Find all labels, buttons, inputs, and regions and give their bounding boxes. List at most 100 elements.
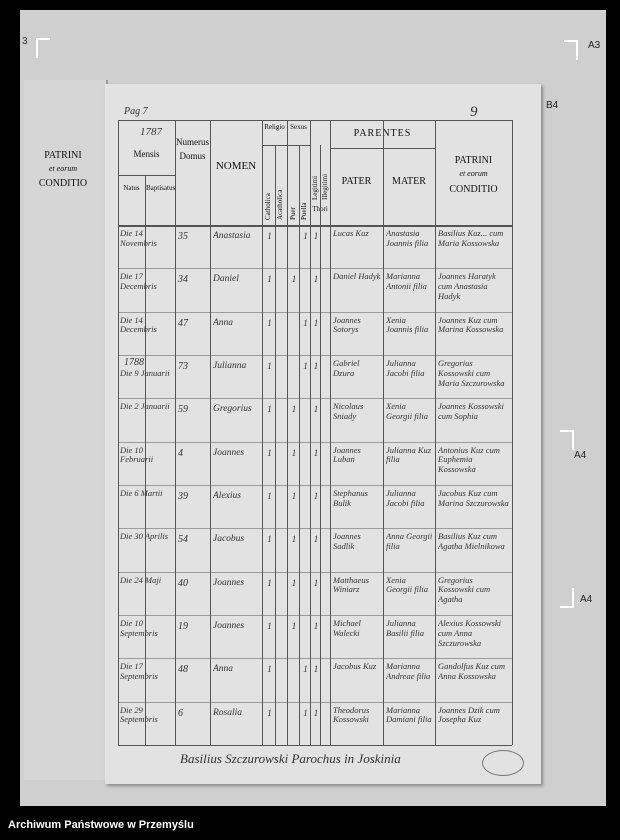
stamp bbox=[482, 750, 524, 776]
grid-line bbox=[383, 120, 384, 745]
register-mark: 1 bbox=[303, 707, 308, 718]
header-sexus: Sexus bbox=[290, 123, 307, 131]
marker: A3 bbox=[588, 40, 601, 51]
birth-date: Die 14 Decembris bbox=[120, 315, 157, 335]
register-mark: 1 bbox=[267, 707, 272, 718]
father: Theodorus Kossowski bbox=[333, 705, 370, 725]
grid-line bbox=[145, 175, 146, 745]
header-mensis: Mensis bbox=[133, 149, 160, 159]
grid-line bbox=[299, 145, 300, 745]
corner-mark bbox=[560, 588, 574, 608]
child-name: Alexius bbox=[213, 491, 241, 501]
child-name: Rosalia bbox=[213, 707, 243, 718]
grid-line bbox=[512, 120, 513, 745]
marker: 3 bbox=[22, 36, 28, 47]
godparents: Joannes Kossowski cum Sophia bbox=[438, 402, 504, 422]
house-number: 48 bbox=[178, 664, 188, 676]
house-number: 35 bbox=[178, 231, 188, 242]
father: Gabriel Dzura bbox=[333, 359, 360, 378]
register-mark: 1 bbox=[291, 534, 297, 545]
mother: Julianna Jacobi filia bbox=[386, 359, 425, 378]
father: Joannes Sotorys bbox=[333, 315, 361, 335]
grid-line bbox=[310, 120, 311, 745]
marker: A4 bbox=[574, 450, 587, 461]
birth-date: Die 10 Februarii bbox=[120, 445, 154, 465]
birth-date: Die 2 Januarii bbox=[120, 402, 170, 412]
house-number: 47 bbox=[178, 317, 188, 329]
header-conditio: CONDITIO bbox=[449, 184, 498, 195]
header-patrini-sub: et eorum bbox=[459, 169, 488, 178]
register-mark: 1 bbox=[267, 577, 272, 588]
birth-date: Die 30 Aprilis bbox=[120, 532, 169, 542]
house-number: 73 bbox=[178, 361, 188, 372]
child-name: Gregorius bbox=[213, 404, 252, 415]
grid-line bbox=[262, 120, 263, 745]
mother: Xenia Georgii filia bbox=[386, 402, 428, 422]
register-mark: 1 bbox=[313, 707, 319, 718]
left-conditio: CONDITIO bbox=[38, 178, 88, 189]
page-number: 9 bbox=[470, 104, 478, 120]
child-name: Anastasia bbox=[213, 231, 251, 241]
grid-line bbox=[118, 528, 512, 530]
register-mark: 1 bbox=[291, 621, 297, 631]
grid-line bbox=[118, 615, 512, 616]
signature: Basilius Szczurowski Parochus in Joskini… bbox=[180, 752, 401, 766]
godparents: Joannes Kuz cum Marina Kossowska bbox=[438, 315, 504, 335]
house-number: 4 bbox=[178, 447, 183, 459]
register-mark: 1 bbox=[267, 664, 272, 675]
grid-line bbox=[287, 120, 288, 745]
child-name: Jacobus bbox=[213, 534, 245, 545]
header-mater: MATER bbox=[392, 176, 426, 187]
header-nomen: NOMEN bbox=[215, 160, 257, 172]
register-mark: 1 bbox=[313, 404, 319, 415]
header-natus: Natus bbox=[123, 184, 140, 192]
godparents: Basilius Kuz cum Agatha Mielnikowa bbox=[438, 532, 505, 552]
folio: Pag 7 bbox=[124, 106, 148, 117]
left-page bbox=[24, 80, 108, 780]
child-name: Daniel bbox=[213, 274, 239, 285]
house-number: 34 bbox=[178, 274, 188, 286]
grid-line bbox=[262, 145, 310, 146]
header-baptisatus: Baptisatus bbox=[146, 184, 176, 192]
register-mark: 1 bbox=[313, 534, 319, 545]
house-number: 59 bbox=[178, 404, 188, 416]
left-patrini: PATRINI bbox=[44, 150, 82, 161]
mother: Xenia Georgii filia bbox=[386, 575, 428, 595]
birth-date: Die 17 Septembris bbox=[120, 662, 158, 682]
godparents: Joannes Dzik cum Josepha Kuz bbox=[438, 705, 500, 725]
father: Matthaeus Winiarz bbox=[333, 575, 369, 595]
marker: A4 bbox=[580, 594, 593, 605]
father: Nicolaus Sniady bbox=[333, 402, 364, 422]
register-mark: 1 bbox=[303, 664, 308, 675]
register-mark: 1 bbox=[267, 447, 272, 458]
father: Joannes Luban bbox=[333, 445, 361, 465]
godparents: Gregorius Kossowski cum Agatha bbox=[438, 575, 491, 605]
child-name: Joannes bbox=[213, 577, 245, 588]
register-mark: 1 bbox=[303, 231, 308, 241]
grid-line bbox=[175, 120, 176, 745]
mother: Julianna Jacobi filia bbox=[386, 489, 425, 508]
mother: Julianna Kuz filia bbox=[386, 445, 432, 465]
father: Lucas Kuz bbox=[333, 229, 369, 238]
godparents: Gandolfus Kuz cum Anna Kossowska bbox=[438, 662, 506, 682]
child-name: Joannes bbox=[213, 447, 245, 458]
header-catholica: Catholica bbox=[264, 193, 272, 220]
register-mark: 1 bbox=[303, 361, 308, 371]
register-mark: 1 bbox=[267, 231, 272, 241]
grid-line bbox=[118, 658, 512, 660]
grid-line bbox=[210, 120, 211, 745]
grid-line bbox=[330, 120, 331, 745]
register-mark: 1 bbox=[267, 621, 272, 631]
year: 1787 bbox=[140, 126, 162, 138]
register-mark: 1 bbox=[267, 361, 272, 371]
mother: Julianna Basilii filia bbox=[386, 619, 425, 638]
grid-line bbox=[118, 120, 119, 745]
header-legitimi: Legitimi bbox=[311, 175, 319, 200]
grid-line bbox=[118, 225, 512, 227]
grid-line bbox=[118, 701, 512, 703]
birth-date: Die 14 Novembris bbox=[120, 229, 157, 248]
father: Michael Walecki bbox=[333, 619, 361, 638]
register-mark: 1 bbox=[313, 577, 319, 588]
grid-line bbox=[435, 120, 436, 745]
